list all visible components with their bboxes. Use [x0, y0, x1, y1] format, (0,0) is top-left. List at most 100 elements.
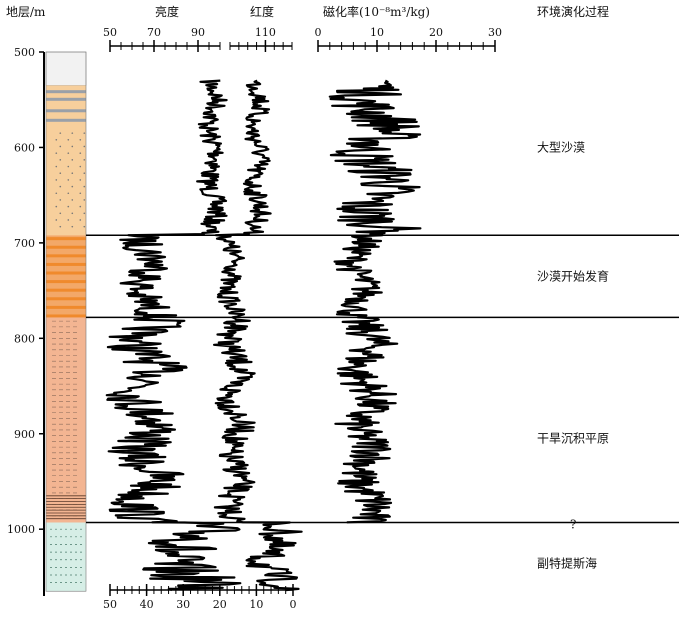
column-sand-dot — [79, 219, 82, 221]
susceptibility-axis-tick-label: 10 — [370, 26, 384, 39]
column-sand-dot — [55, 205, 58, 208]
column-plain — [46, 317, 86, 523]
environment-title: 环境演化过程 — [537, 4, 609, 19]
brightness-axis-tick-label: 50 — [103, 26, 117, 39]
column-sand-dot — [71, 199, 74, 201]
column-sand-dot — [55, 219, 58, 221]
column-sand-dot — [71, 185, 74, 188]
stage-label: 大型沙漠 — [537, 140, 585, 154]
column-gravel-band — [46, 118, 86, 122]
column-sand-dot — [83, 159, 86, 161]
column-sand-dot — [59, 172, 62, 175]
column-sand-dot — [79, 152, 82, 154]
susceptibility-axis-tick-label: 0 — [315, 26, 322, 39]
column-orange-band — [46, 271, 86, 275]
column-sand-dot — [83, 172, 86, 175]
column-sand-dot — [55, 139, 58, 141]
column-sand-dot — [79, 205, 82, 208]
column-sand-dot — [67, 139, 70, 141]
column-sand-dot — [71, 159, 74, 161]
depth-tick-label: 900 — [14, 428, 35, 441]
bottom-axis-tick-label: 30 — [176, 598, 190, 611]
column-orange-band — [46, 262, 86, 266]
column-sand-dot — [71, 225, 74, 228]
column-orange-band — [46, 288, 86, 292]
column-sand-dot — [83, 199, 86, 201]
column-sand-dot — [55, 165, 58, 168]
column-desert — [46, 85, 86, 236]
column-sand-dot — [71, 145, 74, 148]
redness-title: 红度 — [250, 4, 274, 19]
column-sand-dot — [67, 205, 70, 208]
column-gravel-band — [46, 97, 86, 101]
column-orange-band — [46, 314, 86, 318]
top-axes: 50 70 90 110 0 10 20 30 — [103, 26, 502, 52]
column-transition — [46, 235, 86, 318]
column-sand-dot — [83, 225, 86, 228]
brightness-axis-tick-label: 70 — [147, 26, 161, 39]
data-curves — [105, 79, 422, 592]
bottom-axis-tick-label: 10 — [249, 598, 263, 611]
brightness-axis-tick-label: 90 — [191, 26, 205, 39]
stratigraphic-column — [45, 51, 87, 592]
susceptibility-axis-tick-label: 20 — [429, 26, 443, 39]
susceptibility-title: 磁化率(10⁻⁸m³/kg) — [323, 4, 430, 19]
column-orange-band — [46, 280, 86, 284]
depth-tick-label: 700 — [14, 237, 35, 250]
column-orange-band — [46, 237, 86, 241]
curve-磁化率 — [328, 79, 422, 524]
curve-红度 — [213, 79, 303, 592]
column-sand-dot — [79, 165, 82, 168]
column-orange-band — [46, 245, 86, 249]
stage-label: 沙漠开始发育 — [537, 268, 609, 283]
depth-tick-label: 500 — [14, 46, 35, 59]
column-sand-dot — [71, 172, 74, 175]
bottom-axis-tick-label: 50 — [103, 598, 117, 611]
column-sand-dot — [59, 225, 62, 228]
depth-axis-title: 地层/m — [6, 5, 46, 19]
stage-label: 副特提斯海 — [537, 556, 597, 571]
curve-亮度 — [105, 79, 242, 592]
column-sand-dot — [83, 185, 86, 188]
column-marine — [46, 522, 86, 592]
column-sand-dot — [67, 192, 70, 195]
column-sand-dot — [55, 179, 58, 181]
column-sand-dot — [71, 132, 74, 134]
column-orange-band — [46, 305, 86, 309]
column-orange-band — [46, 254, 86, 258]
column-sand-dot — [67, 165, 70, 168]
column-sand-dot — [67, 179, 70, 181]
column-sand-dot — [67, 219, 70, 221]
redness-axis-tick-label: 110 — [255, 26, 276, 39]
column-sand-dot — [83, 132, 86, 134]
depth-tick-label: 800 — [14, 332, 35, 345]
brightness-title: 亮度 — [155, 4, 179, 19]
depth-axis: 500 600 700 800 900 1000 — [7, 46, 45, 596]
column-sand-dot — [67, 152, 70, 154]
column-sand-dot — [55, 152, 58, 154]
column-gravel-band — [46, 90, 86, 94]
column-sand-dot — [59, 159, 62, 161]
column-sand-dot — [59, 185, 62, 188]
column-sand-dot — [59, 132, 62, 134]
column-top-blank — [45, 51, 87, 86]
stage-boundaries — [86, 234, 679, 524]
column-sand-dot — [79, 192, 82, 195]
column-sand-dot — [59, 199, 62, 201]
bottom-axis-tick-label: 0 — [290, 598, 297, 611]
column-orange-band — [46, 297, 86, 301]
depth-tick-label: 1000 — [7, 523, 35, 536]
column-outline — [45, 51, 87, 592]
column-sand-dot — [55, 192, 58, 195]
column-gravel-band — [46, 109, 86, 113]
stage-label: ? — [570, 517, 576, 531]
column-sand-dot — [83, 212, 86, 215]
bottom-axis-tick-label: 20 — [213, 598, 227, 611]
column-sand-dot — [79, 179, 82, 181]
column-sand-dot — [71, 212, 74, 215]
susceptibility-axis-tick-label: 30 — [488, 26, 502, 39]
column-sand-dot — [59, 212, 62, 215]
column-sand-dot — [59, 145, 62, 148]
